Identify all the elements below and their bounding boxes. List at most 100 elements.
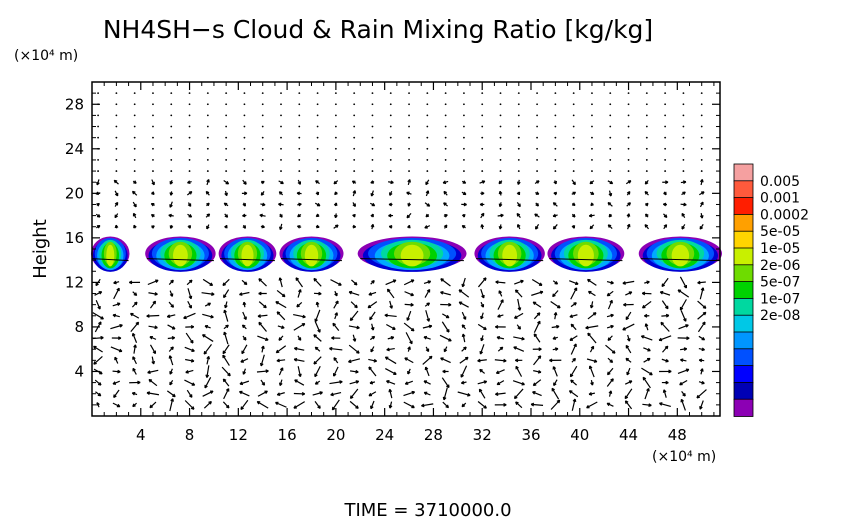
vector-dot: [572, 159, 575, 161]
vector-arrow: [405, 332, 413, 345]
vector-arrow: [297, 335, 302, 341]
vector-arrow: [112, 380, 120, 385]
vector-arrow: [279, 223, 283, 231]
vector-arrow: [680, 202, 687, 207]
vector-arrow: [480, 301, 485, 308]
cloud-band: [671, 244, 690, 267]
vector-arrow: [606, 367, 614, 376]
vector-arrow: [133, 344, 137, 354]
vector-arrow: [185, 332, 194, 344]
vector-arrow: [239, 380, 250, 386]
cloud-vector: [360, 258, 464, 262]
vector-dot: [645, 147, 648, 150]
vector-arrow: [443, 224, 448, 229]
cloud-vector: [640, 258, 721, 262]
vector-dot: [115, 170, 118, 172]
vector-arrow: [423, 280, 432, 284]
vector-dot: [133, 170, 136, 172]
vector-dot: [170, 125, 173, 128]
y-tick-label: 8: [74, 318, 84, 336]
vector-arrow: [494, 358, 507, 363]
vector-dot: [170, 92, 173, 95]
vector-arrow: [589, 345, 595, 353]
vector-arrow: [293, 401, 305, 409]
vector-arrow: [333, 202, 338, 207]
vector-dot: [517, 136, 520, 139]
vector-arrow: [242, 213, 247, 218]
vector-arrow: [257, 314, 268, 318]
vector-arrow: [133, 224, 137, 229]
vector-dot: [408, 147, 410, 150]
vector-dot: [682, 114, 685, 117]
vector-dot: [481, 170, 484, 172]
vector-arrow: [533, 320, 541, 333]
vector-dot: [444, 114, 447, 117]
wind-vectors: [92, 92, 707, 412]
vector-arrow: [514, 279, 524, 285]
vector-arrow: [697, 280, 706, 285]
vector-arrow: [239, 390, 250, 397]
vector-dot: [463, 159, 465, 161]
vector-arrow: [552, 213, 558, 218]
vector-arrow: [370, 323, 375, 331]
y-axis: 4 8 12 16 20 24 28: [65, 92, 720, 406]
vector-arrow: [261, 345, 265, 353]
vector-arrow: [680, 310, 687, 322]
vector-dot: [682, 103, 685, 106]
colorbar-swatch: [733, 264, 754, 283]
vector-arrow: [569, 335, 578, 341]
vector-dot: [115, 114, 118, 117]
vector-arrow: [644, 202, 649, 207]
vector-arrow: [329, 380, 343, 385]
vector-arrow: [498, 190, 503, 196]
vector-arrow: [204, 377, 212, 389]
vector-dot: [499, 147, 502, 150]
vector-arrow: [187, 288, 193, 300]
vector-arrow: [114, 356, 119, 364]
vector-arrow: [605, 344, 616, 354]
vector-dot: [627, 136, 630, 139]
vector-arrow: [259, 354, 265, 367]
vector-arrow: [151, 179, 155, 186]
vector-arrow: [443, 346, 448, 353]
vector-arrow: [571, 191, 577, 196]
vector-dot: [444, 103, 447, 106]
vector-arrow: [314, 202, 321, 207]
vector-arrow: [640, 335, 653, 341]
vector-arrow: [224, 301, 228, 309]
vector-arrow: [92, 312, 104, 320]
colorbar-label: 1e-05: [760, 241, 800, 257]
vector-arrow: [313, 277, 322, 287]
vector-arrow: [535, 202, 539, 207]
vector-arrow: [424, 202, 431, 207]
cloud-segment: [357, 236, 467, 272]
vector-dot: [408, 125, 410, 128]
vector-dot: [426, 170, 429, 172]
vector-arrow: [130, 312, 140, 319]
vector-arrow: [256, 400, 269, 409]
vector-dot: [97, 159, 99, 161]
vector-arrow: [95, 213, 101, 218]
vector-arrow: [461, 277, 466, 288]
vector-dot: [316, 159, 319, 161]
vector-arrow: [278, 202, 284, 207]
vector-dot: [572, 114, 575, 117]
vector-dot: [371, 92, 374, 95]
vector-arrow: [295, 277, 304, 288]
vector-dot: [645, 92, 648, 95]
vector-arrow: [551, 324, 560, 329]
vector-arrow: [495, 324, 506, 329]
colorbar-swatch: [733, 314, 754, 333]
vector-arrow: [644, 179, 649, 185]
vector-dot: [206, 114, 209, 117]
vector-dot: [371, 125, 374, 128]
vector-arrow: [404, 357, 414, 364]
vector-arrow: [258, 301, 267, 309]
vector-arrow: [441, 321, 450, 333]
vector-dot: [371, 114, 374, 117]
vector-arrow: [424, 288, 431, 298]
vector-arrow: [146, 391, 160, 396]
vector-arrow: [241, 191, 248, 196]
vector-dot: [353, 136, 356, 139]
vector-arrow: [297, 225, 302, 229]
